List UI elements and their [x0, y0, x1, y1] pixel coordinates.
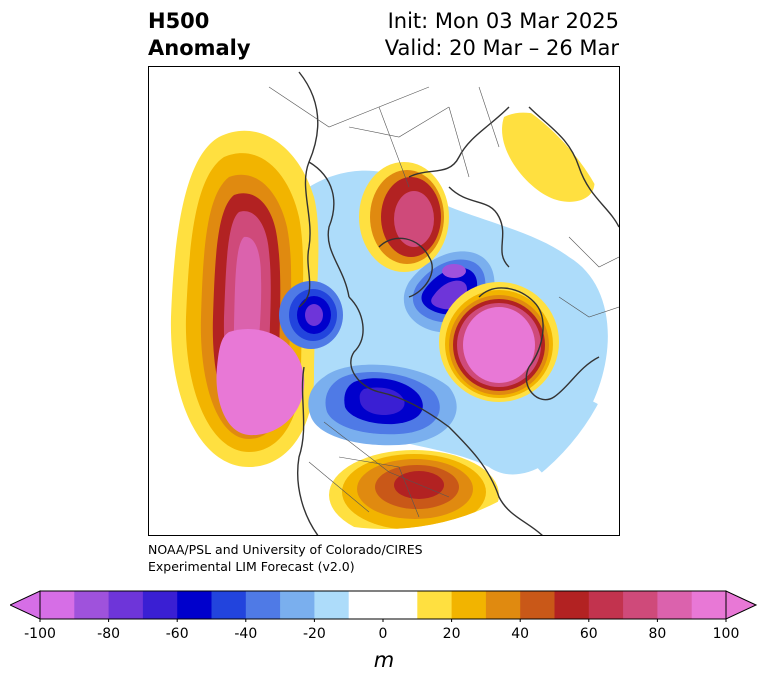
colorbar-segment: [451, 591, 487, 619]
forecast-dates: Init: Mon 03 Mar 2025 Valid: 20 Mar – 26…: [385, 8, 619, 62]
colorbar-segment: [554, 591, 590, 619]
colorbar-segments: [39, 591, 727, 622]
coastlines: [297, 71, 619, 535]
colorbar-segment: [691, 591, 727, 619]
positive-anomaly-siberia: [502, 112, 595, 202]
colorbar-tick-label: 100: [712, 626, 740, 642]
colorbar-tick-label: -80: [97, 626, 121, 642]
colorbar-segment: [657, 591, 693, 619]
colorbar-segment: [211, 591, 247, 619]
colorbar-segment: [588, 591, 624, 619]
positive-anomaly-arctic: [359, 162, 449, 272]
negative-anomaly-bering: [279, 281, 343, 349]
colorbar-segment: [314, 591, 350, 619]
credit-text: NOAA/PSL and University of Colorado/CIRE…: [148, 541, 423, 575]
colorbar-outline: [39, 590, 727, 620]
colorbar: [10, 590, 758, 622]
map-canvas: [170, 71, 619, 535]
negative-anomaly-hudson: [308, 364, 457, 446]
colorbar-tick-label: 60: [579, 626, 598, 642]
credit-line-1: NOAA/PSL and University of Colorado/CIRE…: [148, 542, 423, 557]
colorbar-extend-high: [725, 590, 758, 620]
anomaly-map: [148, 66, 620, 536]
init-date: Init: Mon 03 Mar 2025: [387, 9, 619, 33]
colorbar-segment: [383, 591, 418, 619]
colorbar-segment: [348, 591, 384, 619]
positive-anomaly-europe: [439, 282, 559, 402]
title-variable: H500: [148, 9, 210, 33]
colorbar-tick-label: 80: [648, 626, 667, 642]
colorbar-unit-label: m: [373, 648, 395, 672]
valid-period: Valid: 20 Mar – 26 Mar: [384, 36, 619, 60]
colorbar-tick-label: -60: [165, 626, 189, 642]
colorbar-tick-label: -20: [302, 626, 326, 642]
anomaly-field: [170, 112, 619, 529]
colorbar-tick-label: 0: [378, 626, 388, 642]
colorbar-extend-low: [10, 590, 41, 620]
positive-anomaly-se-us: [329, 450, 499, 529]
negative-anomaly-atlantic: [526, 394, 619, 480]
colorbar-segment: [417, 591, 453, 619]
title-field: Anomaly: [148, 36, 251, 60]
credit-line-2: Experimental LIM Forecast (v2.0): [148, 559, 355, 574]
colorbar-segment: [142, 591, 178, 619]
colorbar-segment: [177, 591, 212, 619]
colorbar-segment: [623, 591, 658, 619]
colorbar-tick-label: 20: [442, 626, 461, 642]
map-title: H500 Anomaly: [148, 8, 251, 62]
colorbar-segment: [520, 591, 555, 619]
colorbar-segment: [74, 591, 110, 619]
colorbar-segment: [40, 591, 75, 619]
borders: [268, 86, 619, 518]
colorbar-tick-label: 40: [511, 626, 530, 642]
colorbar-segment: [280, 591, 315, 619]
positive-anomaly-ne-pacific: [170, 130, 319, 467]
colorbar-tick-label: -40: [234, 626, 258, 642]
colorbar-segment: [108, 591, 144, 619]
colorbar-tick-label: -100: [24, 626, 56, 642]
colorbar-segment: [245, 591, 281, 619]
colorbar-segment: [485, 591, 521, 619]
